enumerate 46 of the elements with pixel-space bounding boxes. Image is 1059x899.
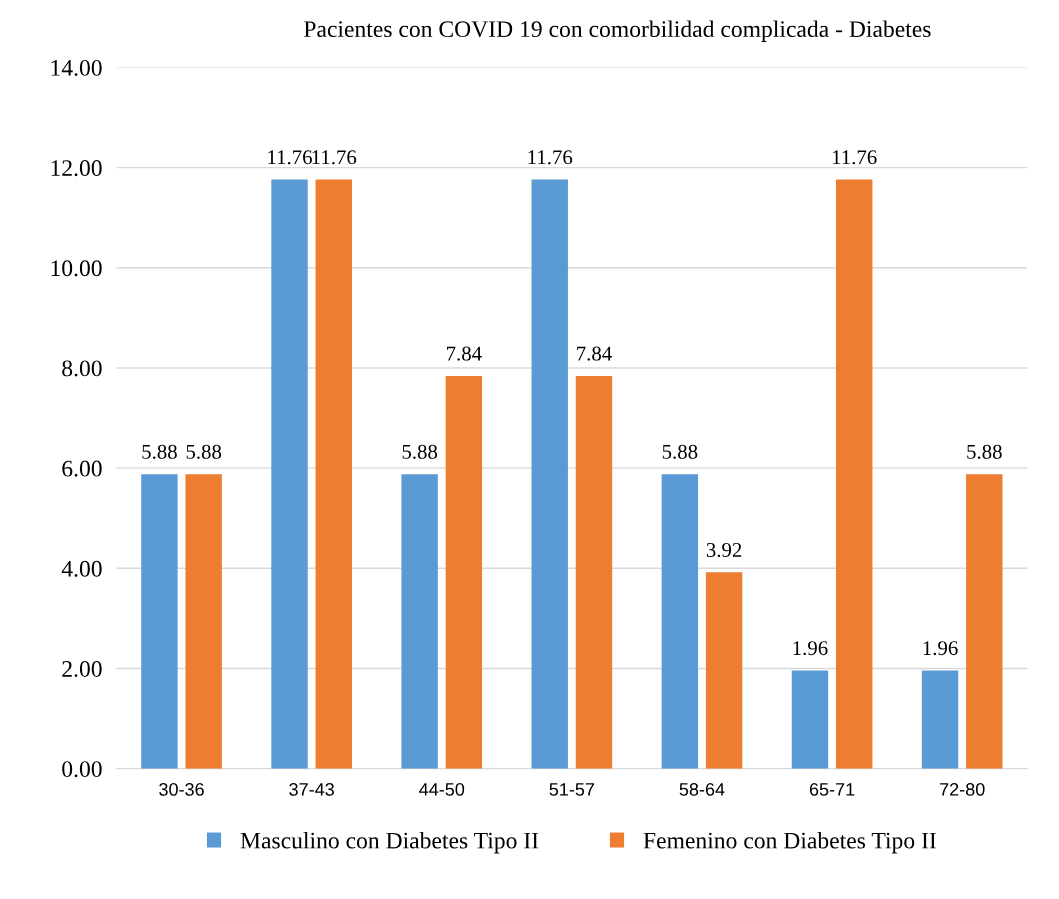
bar xyxy=(141,474,178,769)
y-tick-label: 10.00 xyxy=(51,260,102,277)
bar xyxy=(705,572,743,769)
y-tick-label: 2.00 xyxy=(62,660,102,677)
data-label: 5.88 xyxy=(967,444,1002,459)
data-label: 11.76 xyxy=(268,150,312,165)
x-tick-label: 37-43 xyxy=(289,783,334,796)
data-label: 11.76 xyxy=(312,150,357,165)
y-tick-label: 0.00 xyxy=(62,761,102,778)
bar xyxy=(531,179,568,769)
bar xyxy=(271,179,308,769)
data-label: 5.88 xyxy=(142,444,177,459)
y-tick-label: 6.00 xyxy=(62,460,102,477)
x-tick-label: 51-57 xyxy=(549,783,595,796)
y-tick-label: 8.00 xyxy=(62,360,102,377)
bar xyxy=(185,474,222,769)
legend-label: Masculino con Diabetes Tipo II xyxy=(240,831,539,854)
data-label: 5.88 xyxy=(402,444,438,459)
legend-label: Femenino con Diabetes Tipo II xyxy=(643,831,936,854)
y-tick-label: 4.00 xyxy=(61,560,102,577)
x-tick-label: 65-71 xyxy=(809,783,855,796)
bar xyxy=(575,375,613,769)
data-label: 3.92 xyxy=(706,542,742,558)
chart-title: Pacientes con COVID 19 con comorbilidad complicada - Diabetes xyxy=(304,20,931,42)
data-label: 7.84 xyxy=(447,346,482,361)
data-label: 5.88 xyxy=(662,444,698,459)
bar xyxy=(445,375,483,769)
bar xyxy=(966,474,1003,769)
x-tick-label: 30-36 xyxy=(159,783,204,796)
bar xyxy=(921,670,959,769)
bar xyxy=(401,474,438,769)
x-tick-label: 44-50 xyxy=(419,783,465,796)
x-tick-label: 72-80 xyxy=(940,783,985,796)
x-tick-label: 58-64 xyxy=(679,783,725,796)
data-label: 5.88 xyxy=(186,444,222,459)
data-label: 11.76 xyxy=(528,150,573,165)
bar xyxy=(835,179,873,769)
y-tick-label: 14.00 xyxy=(51,59,102,76)
bar xyxy=(791,670,829,769)
data-label: 7.84 xyxy=(577,346,612,361)
data-label: 1.96 xyxy=(923,641,958,656)
y-tick-label: 12.00 xyxy=(51,160,102,177)
bar xyxy=(661,474,699,769)
bar xyxy=(315,179,352,769)
data-label: 11.76 xyxy=(832,150,877,165)
data-label: 1.96 xyxy=(793,641,828,656)
